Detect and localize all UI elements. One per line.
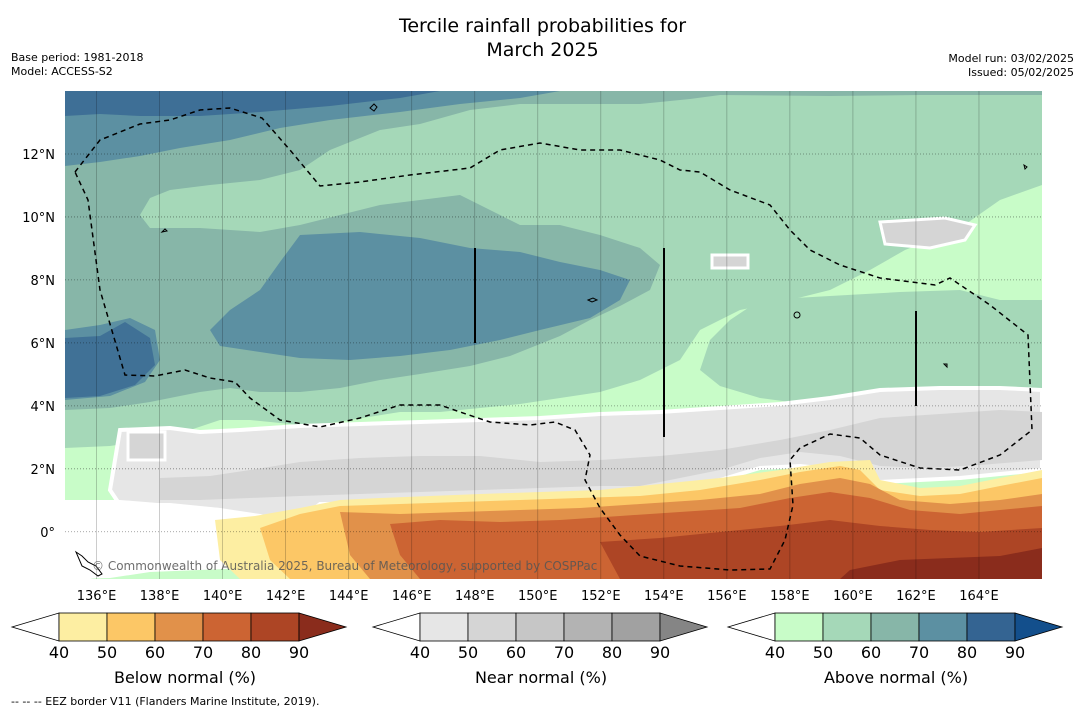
island-outlines xyxy=(74,103,1028,577)
legend-title-above: Above normal (%) xyxy=(823,668,969,687)
lon-tick-label: 144°E xyxy=(329,589,369,604)
colorbar-over-triangle xyxy=(659,612,709,642)
colorbar-segment xyxy=(563,612,613,642)
meta-right: Model run: 03/02/2025 Issued: 05/02/2025 xyxy=(948,52,1074,80)
colorbar-segment xyxy=(58,612,108,642)
colorbar-tick-label: 40 xyxy=(410,643,430,662)
colorbar-below: 40 50 60 70 80 90 xyxy=(10,612,348,662)
lat-tick-label: 8°N xyxy=(31,274,56,289)
field-below-90 xyxy=(840,548,1042,579)
lat-tick-label: 4°N xyxy=(31,400,56,415)
colorbar-segment xyxy=(611,612,661,642)
latitude-labels: 12°N 10°N 8°N 6°N 4°N 2°N 0° xyxy=(22,148,55,541)
colorbar-segment xyxy=(515,612,565,642)
lat-tick-label: 12°N xyxy=(22,148,55,163)
colorbar-segment xyxy=(918,612,968,642)
lon-tick-label: 150°E xyxy=(518,589,558,604)
colorbar-segment xyxy=(822,612,872,642)
title-line-2: March 2025 xyxy=(486,39,599,61)
lon-tick-label: 140°E xyxy=(203,589,243,604)
map-title: Tercile rainfall probabilities for March… xyxy=(0,14,1085,62)
longitude-labels: 136°E 138°E 140°E 142°E 144°E 146°E 148°E 150°E… xyxy=(77,589,999,604)
colorbar-segment xyxy=(106,612,156,642)
lat-tick-label: 6°N xyxy=(31,337,56,352)
colorbar-segment xyxy=(467,612,517,642)
lat-tick-label: 2°N xyxy=(31,463,56,478)
colorbar-under-triangle xyxy=(371,612,421,642)
lon-tick-label: 158°E xyxy=(770,589,810,604)
model-name: Model: ACCESS-S2 xyxy=(11,65,113,78)
field-above-70-center xyxy=(210,232,630,360)
colorbar-tick-label: 50 xyxy=(813,643,833,662)
colorbar-segment xyxy=(774,612,824,642)
field-above-80 xyxy=(65,91,440,116)
field-near-50 xyxy=(160,410,1042,500)
probability-field: © Commonwealth of Australia 2025, Bureau… xyxy=(65,91,1042,579)
colorbar-tick-label: 90 xyxy=(650,643,670,662)
colorbar-tick-label: 50 xyxy=(97,643,117,662)
colorbar-above: 40 50 60 70 80 90 xyxy=(726,612,1064,662)
colorbar-over-triangle xyxy=(298,612,348,642)
issued-date: Issued: 05/02/2025 xyxy=(967,66,1074,79)
lon-tick-label: 156°E xyxy=(707,589,747,604)
colorbar-tick-label: 60 xyxy=(506,643,526,662)
legend-title-near: Near normal (%) xyxy=(474,668,608,687)
lon-tick-label: 160°E xyxy=(833,589,873,604)
colorbar-tick-label: 60 xyxy=(861,643,881,662)
field-white-sw xyxy=(65,506,240,579)
colorbar-tick-label: 70 xyxy=(554,643,574,662)
model-run: Model run: 03/02/2025 xyxy=(948,52,1074,65)
graticule xyxy=(65,91,1042,579)
colorbar-tick-label: 40 xyxy=(765,643,785,662)
field-above-50-east xyxy=(700,290,1042,402)
colorbar-tick-label: 90 xyxy=(1005,643,1025,662)
lon-tick-label: 142°E xyxy=(266,589,306,604)
colorbar-segment xyxy=(250,612,300,642)
colorbar-near: 40 50 60 70 80 90 xyxy=(371,612,709,662)
eez-border xyxy=(74,107,1033,571)
colorbar-tick-label: 50 xyxy=(458,643,478,662)
legend-title-below: Below normal (%) xyxy=(113,668,257,687)
colorbar-tick-label: 80 xyxy=(241,643,261,662)
field-near-50-patch-north xyxy=(878,216,978,250)
lat-tick-label: 10°N xyxy=(22,211,55,226)
colorbar-segment xyxy=(202,612,252,642)
lon-tick-label: 164°E xyxy=(959,589,999,604)
lon-tick-label: 162°E xyxy=(896,589,936,604)
base-period: Base period: 1981-2018 xyxy=(11,51,144,64)
field-above-80-west xyxy=(65,322,155,398)
lon-tick-label: 138°E xyxy=(140,589,180,604)
meta-left: Base period: 1981-2018 Model: ACCESS-S2 xyxy=(11,51,143,79)
colorbar-tick-label: 70 xyxy=(909,643,929,662)
colorbar-tick-label: 90 xyxy=(289,643,309,662)
lon-tick-label: 154°E xyxy=(644,589,684,604)
field-near-50-patch-mid xyxy=(710,253,750,270)
lat-tick-label: 0° xyxy=(40,526,55,541)
lon-tick-label: 152°E xyxy=(581,589,621,604)
lon-tick-label: 146°E xyxy=(392,589,432,604)
colorbar-legends: 40 50 60 70 80 90 40 50 60 70 80 90 40 50 60 70 80 90 xyxy=(10,612,1064,662)
field-near-50-box xyxy=(126,430,167,462)
title-line-1: Tercile rainfall probabilities for xyxy=(398,15,687,37)
colorbar-tick-label: 40 xyxy=(49,643,69,662)
colorbar-under-triangle xyxy=(726,612,776,642)
colorbar-tick-label: 80 xyxy=(602,643,622,662)
colorbar-tick-label: 80 xyxy=(957,643,977,662)
marker-lines xyxy=(474,248,917,437)
colorbar-segment xyxy=(419,612,469,642)
eez-footnote: -- -- -- EEZ border V11 (Flanders Marine… xyxy=(11,695,320,708)
lon-tick-label: 136°E xyxy=(77,589,117,604)
colorbar-tick-label: 60 xyxy=(145,643,165,662)
copyright-notice: © Commonwealth of Australia 2025, Bureau… xyxy=(92,559,597,573)
lon-tick-label: 148°E xyxy=(455,589,495,604)
colorbar-over-triangle xyxy=(1014,612,1064,642)
colorbar-segment xyxy=(154,612,204,642)
colorbar-under-triangle xyxy=(10,612,60,642)
colorbar-segment xyxy=(966,612,1016,642)
colorbar-segment xyxy=(870,612,920,642)
colorbar-tick-label: 70 xyxy=(193,643,213,662)
